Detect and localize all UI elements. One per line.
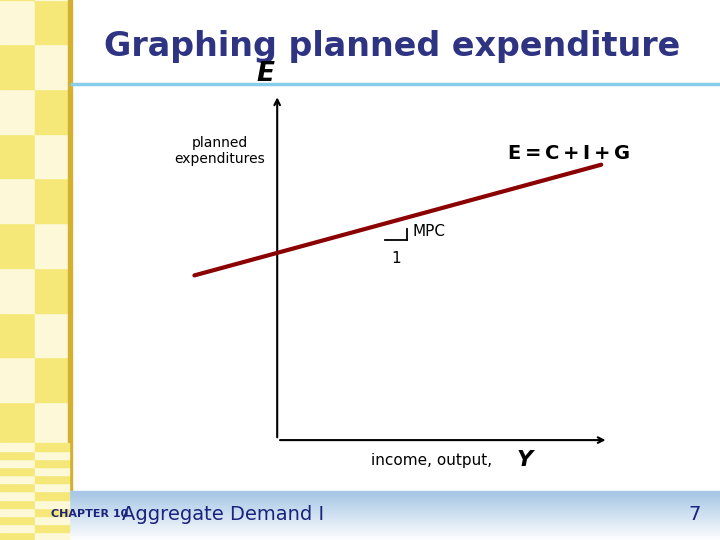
Bar <box>35 178 69 223</box>
Bar <box>35 491 69 500</box>
Bar <box>0 535 720 537</box>
Text: 7: 7 <box>688 504 701 524</box>
Bar <box>35 268 69 313</box>
Bar <box>0 507 720 509</box>
Bar <box>0 496 720 498</box>
Bar <box>0 483 35 491</box>
Bar <box>0 499 720 501</box>
Bar <box>35 313 69 357</box>
Bar <box>0 520 720 522</box>
Bar <box>0 451 35 459</box>
Bar <box>35 459 69 467</box>
Text: CHAPTER 10: CHAPTER 10 <box>51 509 129 519</box>
Bar <box>0 491 720 493</box>
Bar <box>0 500 35 508</box>
Bar <box>35 357 69 402</box>
Bar <box>0 475 35 483</box>
Bar <box>0 491 35 500</box>
Bar <box>0 134 35 178</box>
Bar <box>35 532 69 540</box>
Bar <box>0 533 720 535</box>
Bar <box>0 525 720 527</box>
Bar <box>0 467 35 475</box>
Bar <box>0 514 720 516</box>
Bar <box>35 443 69 451</box>
Bar <box>68 0 72 491</box>
Bar <box>0 44 35 89</box>
Text: MPC: MPC <box>413 225 446 239</box>
Bar <box>0 518 720 521</box>
Bar <box>0 502 720 504</box>
Text: $\bfit{E}$: $\bfit{E}$ <box>256 62 276 87</box>
Bar <box>35 516 69 524</box>
Bar <box>35 524 69 532</box>
Text: Aggregate Demand I: Aggregate Demand I <box>122 504 324 524</box>
Bar <box>0 447 35 491</box>
Bar <box>0 268 35 313</box>
Bar <box>0 515 720 517</box>
Bar <box>0 528 720 530</box>
Text: 1: 1 <box>391 251 401 266</box>
Text: $\mathit{\bf{E=C+I+G}}$: $\mathit{\bf{E=C+I+G}}$ <box>507 144 630 164</box>
Text: planned
expenditures: planned expenditures <box>174 136 265 166</box>
Text: Graphing planned expenditure: Graphing planned expenditure <box>104 30 680 64</box>
Bar <box>35 451 69 459</box>
Bar <box>35 483 69 491</box>
Bar <box>35 467 69 475</box>
Bar <box>0 443 35 451</box>
Bar <box>35 134 69 178</box>
Bar <box>0 508 35 516</box>
Bar <box>0 530 720 532</box>
Bar <box>0 357 35 402</box>
Bar <box>35 475 69 483</box>
Bar <box>0 522 720 524</box>
Bar <box>0 492 720 495</box>
Bar <box>0 512 720 514</box>
Bar <box>35 508 69 516</box>
Bar <box>0 538 720 540</box>
Bar <box>35 447 69 491</box>
Bar <box>0 501 720 503</box>
Bar <box>0 504 720 506</box>
Bar <box>0 497 720 500</box>
Bar <box>0 223 35 268</box>
Bar <box>0 313 35 357</box>
Bar <box>35 223 69 268</box>
Bar <box>35 500 69 508</box>
Bar <box>0 505 720 508</box>
Bar <box>0 526 720 529</box>
Bar <box>0 524 35 532</box>
Bar <box>0 509 720 511</box>
Bar <box>0 536 720 538</box>
Text: income, output,: income, output, <box>372 453 492 468</box>
Bar <box>0 494 720 496</box>
Bar <box>0 510 720 512</box>
Bar <box>0 89 35 134</box>
Bar <box>0 531 720 534</box>
Bar <box>0 459 35 467</box>
Bar <box>0 0 35 44</box>
Bar <box>0 402 35 447</box>
Bar <box>0 517 720 519</box>
Bar <box>35 44 69 89</box>
Bar <box>35 0 69 44</box>
Bar <box>0 516 35 524</box>
Bar <box>35 402 69 447</box>
Bar <box>35 89 69 134</box>
Bar <box>0 178 35 223</box>
Bar <box>0 523 720 525</box>
Text: $\bfit{Y}$: $\bfit{Y}$ <box>516 450 536 470</box>
Bar <box>0 532 35 540</box>
